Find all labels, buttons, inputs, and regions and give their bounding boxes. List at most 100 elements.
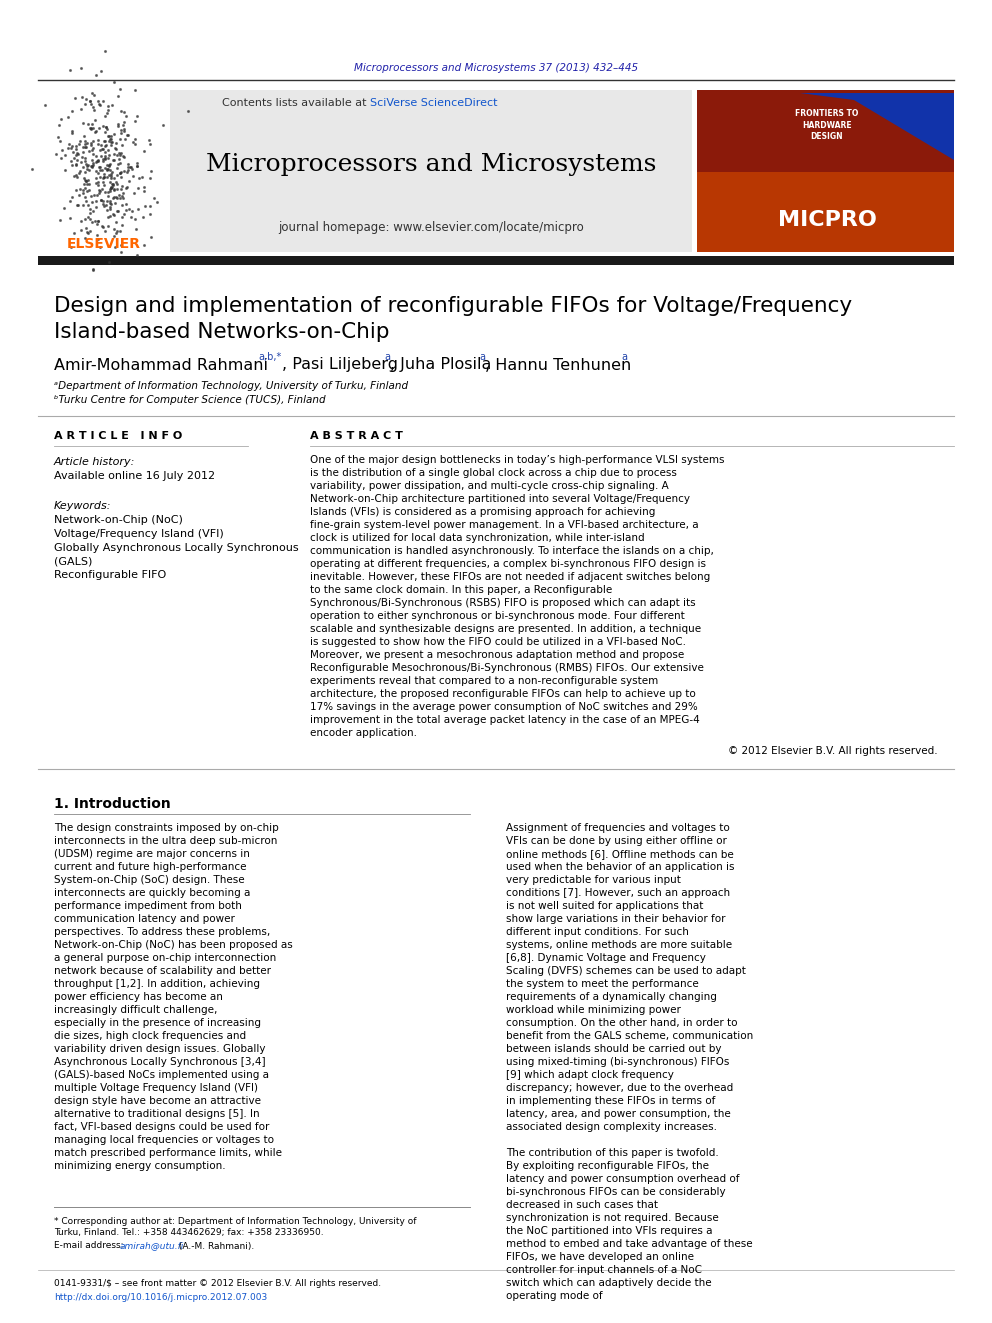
Text: operation to either synchronous or bi-synchronous mode. Four different: operation to either synchronous or bi-sy… xyxy=(310,611,684,620)
Point xyxy=(103,128,119,149)
Point xyxy=(38,95,54,116)
Point xyxy=(88,161,104,183)
Point xyxy=(125,131,141,152)
Point xyxy=(92,160,108,181)
Point xyxy=(88,65,104,86)
Point xyxy=(100,159,116,180)
Text: requirements of a dynamically changing: requirements of a dynamically changing xyxy=(506,992,717,1002)
Point xyxy=(62,138,78,159)
Point xyxy=(85,143,101,164)
Point xyxy=(115,115,131,136)
Point xyxy=(75,136,91,157)
Point xyxy=(99,95,115,116)
Point xyxy=(120,160,136,181)
Point xyxy=(104,131,120,152)
Point xyxy=(78,89,94,110)
Text: Synchronous/Bi-Synchronous (RSBS) FIFO is proposed which can adapt its: Synchronous/Bi-Synchronous (RSBS) FIFO i… xyxy=(310,598,695,609)
Point xyxy=(102,198,118,220)
Text: benefit from the GALS scheme, communication: benefit from the GALS scheme, communicat… xyxy=(506,1031,753,1041)
Text: Scaling (DVFS) schemes can be used to adapt: Scaling (DVFS) schemes can be used to ad… xyxy=(506,966,746,976)
Text: , Pasi Liljeberg: , Pasi Liljeberg xyxy=(282,357,398,373)
Point xyxy=(97,135,113,156)
Point xyxy=(80,173,96,194)
Point xyxy=(88,146,104,167)
Text: ᵇTurku Centre for Computer Science (TUCS), Finland: ᵇTurku Centre for Computer Science (TUCS… xyxy=(54,396,325,405)
Point xyxy=(94,217,110,238)
Point xyxy=(90,210,106,232)
Text: increasingly difficult challenge,: increasingly difficult challenge, xyxy=(54,1005,217,1015)
Point xyxy=(99,200,115,221)
Point xyxy=(97,181,113,202)
Text: a: a xyxy=(621,352,627,363)
Text: , Hannu Tenhunen: , Hannu Tenhunen xyxy=(485,357,631,373)
Point xyxy=(90,134,106,155)
Point xyxy=(76,161,92,183)
Point xyxy=(82,91,98,112)
Point xyxy=(102,171,118,192)
Point xyxy=(106,179,122,200)
Text: design style have become an attractive: design style have become an attractive xyxy=(54,1095,261,1106)
Point xyxy=(24,159,40,180)
Point xyxy=(82,221,98,242)
Point xyxy=(82,119,98,140)
Point xyxy=(88,172,104,193)
Point xyxy=(100,216,116,237)
Point xyxy=(87,210,103,232)
Point xyxy=(113,179,129,200)
Point xyxy=(146,188,162,209)
Point xyxy=(68,180,84,201)
Point xyxy=(52,115,67,136)
Point xyxy=(114,214,130,235)
Text: managing local frequencies or voltages to: managing local frequencies or voltages t… xyxy=(54,1135,274,1144)
Point xyxy=(73,151,89,172)
Point xyxy=(63,237,79,258)
Point xyxy=(74,179,90,200)
Point xyxy=(84,259,100,280)
Point xyxy=(127,134,143,155)
Point xyxy=(100,99,116,120)
Point xyxy=(103,131,119,152)
Text: © 2012 Elsevier B.V. All rights reserved.: © 2012 Elsevier B.V. All rights reserved… xyxy=(728,746,938,755)
Point xyxy=(79,132,95,153)
Point xyxy=(87,168,103,189)
Point xyxy=(92,235,108,257)
Point xyxy=(107,138,123,159)
Point xyxy=(98,116,114,138)
Bar xyxy=(38,90,170,251)
Point xyxy=(119,124,135,146)
Text: MICPRO: MICPRO xyxy=(778,210,877,230)
Text: throughput [1,2]. In addition, achieving: throughput [1,2]. In addition, achieving xyxy=(54,979,260,990)
Point xyxy=(88,120,104,142)
Point xyxy=(108,139,124,160)
Point xyxy=(92,156,108,177)
Point xyxy=(84,114,100,135)
Point xyxy=(114,176,130,197)
Point xyxy=(105,204,121,225)
Point xyxy=(80,112,96,134)
Point xyxy=(137,180,153,201)
Point xyxy=(63,151,79,172)
Point xyxy=(107,192,123,213)
Point xyxy=(77,136,93,157)
Point xyxy=(106,149,122,171)
Point xyxy=(90,149,106,171)
Point xyxy=(110,86,126,107)
Point xyxy=(76,177,92,198)
Point xyxy=(127,110,143,131)
Point xyxy=(77,134,93,155)
Text: architecture, the proposed reconfigurable FIFOs can help to achieve up to: architecture, the proposed reconfigurabl… xyxy=(310,689,695,699)
Point xyxy=(136,235,152,257)
Point xyxy=(129,152,145,173)
Text: the system to meet the performance: the system to meet the performance xyxy=(506,979,698,990)
Point xyxy=(73,220,89,241)
Point xyxy=(109,144,125,165)
Point xyxy=(107,132,123,153)
Point xyxy=(137,196,153,217)
Point xyxy=(86,99,102,120)
Point xyxy=(113,241,129,262)
Point xyxy=(70,184,86,205)
Point xyxy=(102,160,118,181)
Point xyxy=(93,146,109,167)
Point xyxy=(68,167,84,188)
Point xyxy=(63,101,79,122)
